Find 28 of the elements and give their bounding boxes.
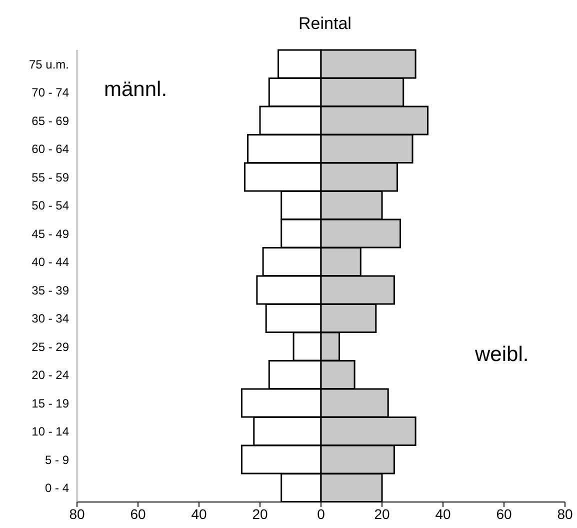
- y-tick-label: 35 - 39: [32, 283, 70, 298]
- y-tick-label: 15 - 19: [32, 396, 70, 410]
- annotation: männl.: [104, 78, 168, 102]
- y-tick-label: 50 - 54: [32, 198, 70, 213]
- y-tick-label: 65 - 69: [32, 114, 70, 128]
- annotation: weibl.: [475, 343, 529, 367]
- y-tick-label: 5 - 9: [44, 452, 70, 467]
- x-tick-label: 40: [435, 506, 451, 522]
- y-tick-label: 10 - 14: [32, 424, 70, 439]
- x-tick-label: 60: [130, 506, 146, 522]
- x-tick-label: 0: [317, 506, 326, 522]
- y-tick-label: 25 - 29: [32, 340, 70, 354]
- y-tick-label: 55 - 59: [32, 170, 70, 184]
- chart-title: Reintal: [298, 14, 352, 34]
- y-tick-label: 0 - 4: [44, 481, 70, 496]
- x-tick-label: 20: [252, 506, 268, 522]
- x-tick-label: 40: [191, 506, 207, 522]
- x-tick-label: 80: [69, 506, 85, 522]
- x-tick-label: 80: [557, 506, 573, 522]
- y-tick-label: 20 - 24: [32, 368, 70, 382]
- y-tick-label: 70 - 74: [32, 86, 70, 100]
- y-tick-label: 30 - 34: [32, 312, 70, 326]
- y-tick-label: 45 - 49: [32, 226, 70, 241]
- x-tick-label: 60: [496, 506, 512, 522]
- y-tick-label: 75 u.m.: [28, 57, 69, 72]
- y-tick-label: 60 - 64: [32, 142, 70, 156]
- y-tick-label: 40 - 44: [32, 255, 70, 270]
- x-tick-label: 20: [374, 506, 390, 522]
